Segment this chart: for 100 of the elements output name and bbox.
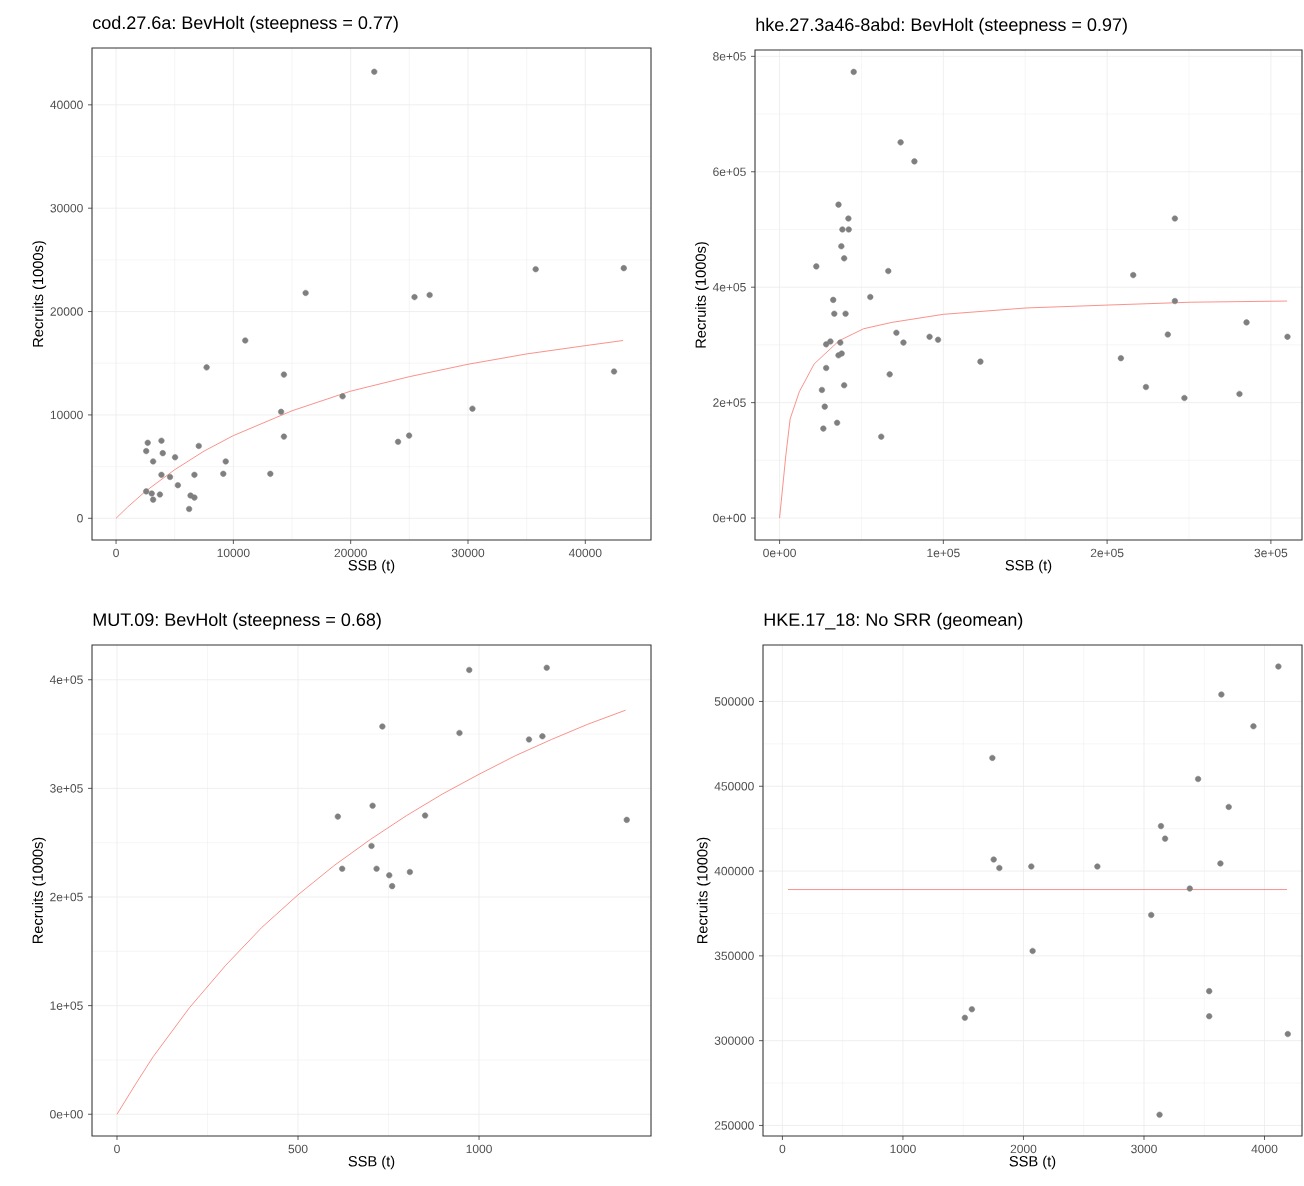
y-tick-label: 250000 — [714, 1121, 754, 1130]
x-tick-label: 500 — [288, 1144, 308, 1154]
point — [171, 454, 179, 461]
point — [389, 883, 396, 890]
point — [893, 329, 900, 336]
point — [830, 296, 837, 303]
y-tick-label: 4e+05 — [712, 282, 746, 292]
point — [1218, 691, 1225, 698]
x-tick-label: 3e+05 — [1254, 548, 1288, 558]
point — [1156, 1111, 1163, 1118]
point — [827, 338, 834, 345]
point — [1225, 803, 1232, 811]
y-tick-label: 10000 — [50, 410, 83, 420]
point — [203, 364, 210, 371]
point — [150, 458, 157, 465]
point — [368, 842, 375, 850]
point — [334, 813, 341, 820]
point — [1094, 863, 1101, 870]
point — [1157, 823, 1165, 830]
point — [839, 226, 846, 233]
point — [1164, 331, 1171, 338]
point — [1148, 911, 1155, 919]
point — [174, 482, 181, 489]
point — [543, 664, 550, 671]
point — [220, 470, 227, 477]
point — [222, 458, 229, 465]
point — [820, 425, 827, 432]
point — [838, 243, 845, 250]
chart-title: cod.27.6a: BevHolt (steepness = 0.77) — [93, 15, 398, 33]
point — [379, 723, 386, 730]
y-tick-label: 1e+05 — [50, 1001, 83, 1010]
point — [900, 339, 907, 346]
point — [302, 289, 309, 297]
x-tick-label: 2e+05 — [1090, 548, 1124, 558]
point — [166, 473, 174, 481]
point — [1117, 355, 1124, 362]
y-tick-label: 20000 — [50, 307, 83, 316]
point — [1142, 383, 1150, 391]
point — [845, 215, 852, 222]
y-axis-title: Recruits (1000s) — [32, 837, 46, 944]
point — [897, 139, 904, 146]
point — [990, 856, 997, 863]
point — [835, 201, 842, 208]
point — [191, 494, 198, 501]
point — [610, 368, 618, 375]
point — [934, 336, 942, 343]
point — [989, 754, 996, 762]
y-tick-label: 0e+00 — [713, 513, 746, 523]
chart-title: HKE.17_18: No SRR (geomean) — [764, 612, 1023, 630]
point — [144, 439, 151, 446]
point — [456, 729, 463, 737]
point — [911, 158, 918, 165]
point — [532, 266, 539, 273]
point — [926, 333, 933, 340]
y-axis-title: Recruits (1000s) — [695, 242, 709, 348]
point — [1171, 215, 1178, 222]
y-tick-label: 0 — [77, 514, 83, 523]
point — [996, 864, 1003, 872]
x-tick-label: 0 — [779, 1144, 786, 1154]
point — [1236, 390, 1243, 398]
point — [422, 812, 429, 819]
y-tick-label: 40000 — [50, 100, 83, 110]
point — [395, 438, 402, 445]
point — [280, 433, 287, 440]
point — [837, 339, 844, 346]
point — [143, 448, 150, 455]
line-series — [116, 709, 627, 1115]
y-tick-label: 300000 — [714, 1036, 754, 1045]
point — [150, 496, 157, 503]
point — [1206, 1013, 1213, 1020]
x-tick-label: 1000 — [890, 1144, 916, 1154]
point — [841, 255, 848, 262]
y-tick-label: 500000 — [714, 697, 754, 706]
y-tick-label: 6e+05 — [713, 167, 746, 177]
y-tick-label: 30000 — [50, 203, 83, 213]
line-series — [779, 300, 1288, 519]
point — [813, 263, 820, 270]
point — [158, 471, 165, 478]
point — [1195, 775, 1202, 783]
x-tick-label: 3000 — [1131, 1144, 1157, 1154]
chart-title: hke.27.3a46-8abd: BevHolt (steepness = 0.97) — [756, 17, 1127, 35]
line-series — [115, 340, 624, 519]
y-tick-label: 400000 — [714, 866, 754, 876]
point — [371, 68, 378, 75]
point — [1171, 297, 1178, 305]
x-tick-label: 4000 — [1251, 1144, 1278, 1154]
point — [1217, 860, 1224, 867]
point — [267, 470, 274, 477]
x-axis-title: SSB (t) — [1009, 1155, 1056, 1170]
y-axis-title: Recruits (1000s) — [32, 241, 47, 347]
point — [280, 371, 287, 378]
point — [1162, 835, 1169, 842]
y-axis-title: Recruits (1000s) — [696, 837, 711, 944]
point — [818, 386, 825, 393]
point — [278, 408, 285, 415]
point — [469, 405, 476, 412]
point — [186, 505, 193, 513]
point — [878, 433, 885, 440]
x-tick-label: 1000 — [466, 1144, 492, 1154]
x-tick-label: 0 — [114, 1144, 120, 1154]
